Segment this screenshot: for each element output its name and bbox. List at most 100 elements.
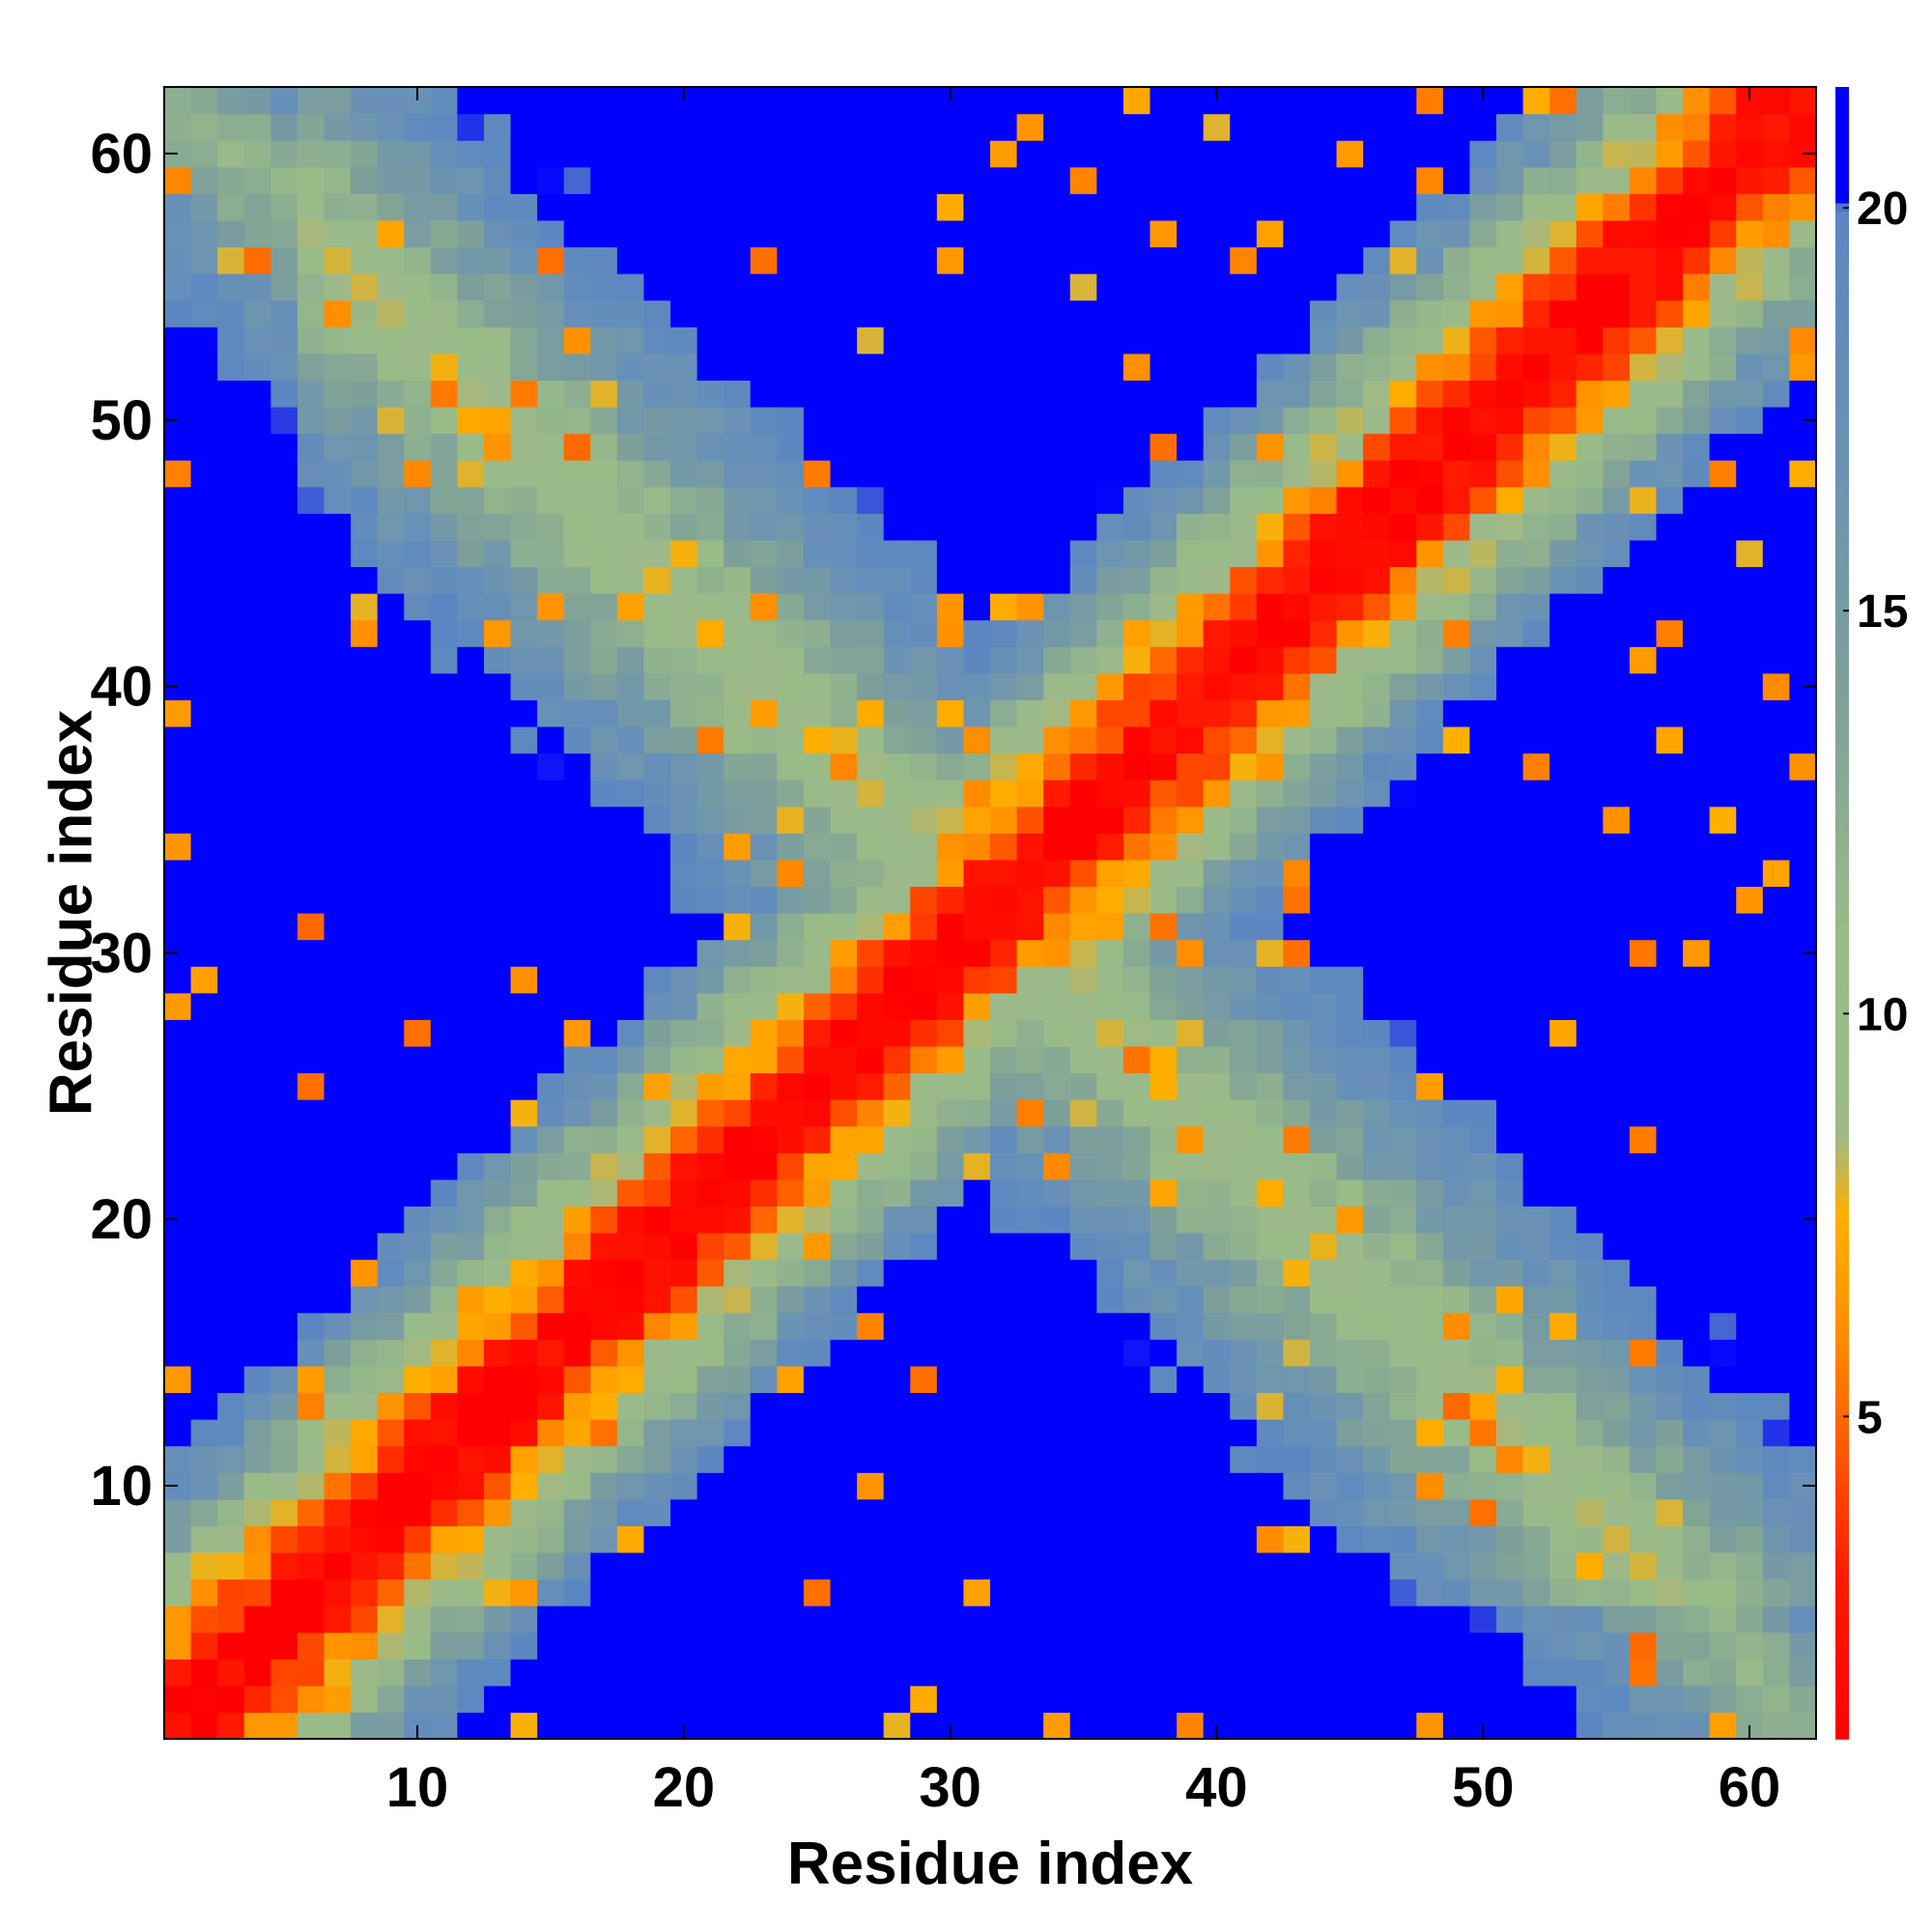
heatmap-cell <box>457 566 485 594</box>
colorbar-segment <box>1835 937 1849 947</box>
heatmap-cell <box>670 1045 698 1074</box>
heatmap-cell <box>1603 1419 1631 1447</box>
heatmap-cell <box>430 619 458 647</box>
heatmap-cell <box>1442 433 1471 461</box>
heatmap-cell <box>1683 699 1711 727</box>
heatmap-cell <box>1096 1392 1124 1420</box>
heatmap-cell <box>1336 1232 1364 1261</box>
heatmap-cell <box>590 806 618 834</box>
heatmap-cell <box>1576 1259 1604 1287</box>
heatmap-cell <box>1576 140 1604 168</box>
heatmap-cell <box>1629 380 1658 408</box>
heatmap-cell <box>910 1445 938 1473</box>
heatmap-cell <box>1150 166 1178 194</box>
heatmap-cell <box>830 1339 858 1367</box>
heatmap-cell <box>857 1232 885 1261</box>
heatmap-cell <box>803 513 832 541</box>
heatmap-cell <box>1150 273 1178 301</box>
heatmap-cell <box>351 725 379 754</box>
heatmap-cell <box>590 193 618 221</box>
heatmap-cell <box>1256 1498 1284 1526</box>
heatmap-cell <box>1363 1578 1391 1606</box>
heatmap-cell <box>1363 939 1391 967</box>
heatmap-cell <box>1736 246 1764 274</box>
heatmap-cell <box>1256 1445 1284 1473</box>
heatmap-cell <box>1709 1498 1737 1526</box>
heatmap-cell <box>430 166 458 194</box>
heatmap-cell <box>404 833 432 861</box>
heatmap-cell <box>883 939 911 967</box>
heatmap-cell <box>351 246 379 274</box>
heatmap-cell <box>1736 566 1764 594</box>
heatmap-cell <box>1363 353 1391 381</box>
heatmap-cell <box>1416 833 1444 861</box>
heatmap-cell <box>1043 246 1071 274</box>
heatmap-cell <box>777 753 805 781</box>
heatmap-cell <box>1629 1045 1658 1074</box>
heatmap-cell <box>616 593 645 621</box>
heatmap-cell <box>324 299 352 327</box>
heatmap-cell <box>1389 87 1417 115</box>
heatmap-cell <box>483 939 512 967</box>
heatmap-cell <box>1709 87 1737 115</box>
heatmap-cell <box>297 1232 326 1261</box>
colorbar-segment <box>1835 1044 1849 1055</box>
heatmap-cell <box>457 672 485 700</box>
heatmap-cell <box>1416 1045 1444 1074</box>
heatmap-cell <box>1629 1099 1658 1127</box>
heatmap-cell <box>1762 460 1791 488</box>
heatmap-cell <box>1096 939 1124 967</box>
heatmap-cell <box>696 1286 724 1314</box>
heatmap-cell <box>963 1632 991 1660</box>
heatmap-cell <box>430 859 458 888</box>
heatmap-cell <box>164 992 192 1020</box>
heatmap-cell <box>1043 672 1071 700</box>
heatmap-cell <box>377 486 405 514</box>
heatmap-cell <box>1256 593 1284 621</box>
heatmap-cell <box>510 219 538 248</box>
heatmap-cell <box>270 780 298 808</box>
heatmap-cell <box>590 380 618 408</box>
heatmap-cell <box>1096 833 1124 861</box>
heatmap-cell <box>537 299 565 327</box>
heatmap-cell <box>1043 913 1071 941</box>
heatmap-cell <box>324 1578 352 1606</box>
heatmap-cell <box>1177 273 1205 301</box>
heatmap-cell <box>1789 886 1817 914</box>
heatmap-cell <box>1122 753 1151 781</box>
heatmap-cell <box>1549 1712 1577 1740</box>
heatmap-cell <box>217 753 245 781</box>
heatmap-cell <box>1709 1712 1737 1740</box>
heatmap-cell <box>190 406 218 435</box>
heatmap-cell <box>643 1578 671 1606</box>
heatmap-cell <box>324 1286 352 1314</box>
heatmap-cell <box>1736 1365 1764 1394</box>
heatmap-cell <box>1283 1712 1311 1740</box>
heatmap-cell <box>270 353 298 381</box>
heatmap-cell <box>1043 273 1071 301</box>
heatmap-cell <box>936 327 965 355</box>
colorbar-segment <box>1835 1061 1849 1071</box>
heatmap-cell <box>1069 1179 1097 1207</box>
heatmap-cell <box>1789 1312 1817 1340</box>
heatmap-cell <box>1256 966 1284 994</box>
heatmap-cell <box>217 273 245 301</box>
heatmap-cell <box>563 672 591 700</box>
heatmap-cell <box>1522 753 1550 781</box>
colorbar-segment <box>1835 1144 1849 1153</box>
heatmap-cell <box>1629 406 1658 435</box>
colorbar-segment <box>1835 285 1849 295</box>
heatmap-cell <box>1203 1206 1231 1234</box>
colorbar-segment <box>1835 1209 1849 1220</box>
heatmap-cell <box>1203 1072 1231 1100</box>
heatmap-cell <box>1309 1072 1338 1100</box>
heatmap-cell <box>430 1045 458 1074</box>
heatmap-cell <box>1603 1659 1631 1687</box>
heatmap-cell <box>1442 486 1471 514</box>
heatmap-cell <box>1549 1045 1577 1074</box>
heatmap-cell <box>643 725 671 754</box>
heatmap-cell <box>1230 1498 1258 1526</box>
heatmap-cell <box>1416 166 1444 194</box>
heatmap-cell <box>643 1312 671 1340</box>
heatmap-cell <box>724 806 752 834</box>
